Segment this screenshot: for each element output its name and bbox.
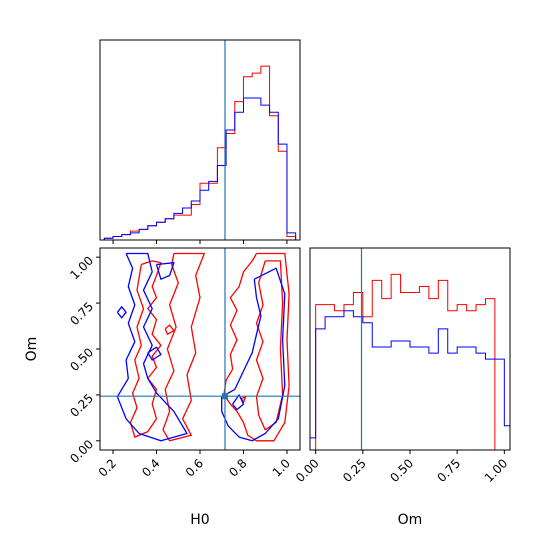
joint-ylabel: Om [24, 337, 40, 362]
om-xtick-label-3: 0.75 [434, 456, 463, 485]
joint-ytick-label-4: 1.00 [67, 253, 96, 282]
om-hist-series-0 [310, 273, 510, 451]
om-marginal-frame [309, 247, 511, 451]
joint-contour-s1-5 [232, 394, 245, 411]
joint-contour-s1-3 [147, 346, 162, 361]
joint-xtick-label-1: 0.4 [139, 456, 162, 479]
joint-ytick-label-1: 0.25 [67, 391, 96, 420]
h0-marginal-panel [99, 39, 301, 244]
joint-xtick-label-2: 0.6 [183, 456, 206, 479]
om-xlabel: Om [398, 512, 423, 528]
om-xtick-label-1: 0.25 [340, 456, 369, 485]
joint-contour-s1-2 [116, 306, 127, 319]
joint-contour-s1-1 [155, 262, 175, 280]
h0-om-joint-panel: 0.2 0.4 0.6 0.8 1.0 0.00 0.25 0.50 0.75 1.00 H0 Om [24, 247, 301, 528]
joint-contours [116, 252, 290, 442]
joint-contour-s1-0 [116, 252, 188, 442]
joint-contour-s0-0 [129, 260, 162, 438]
joint-ytick-label-2: 0.50 [67, 345, 96, 374]
joint-contour-s0-1 [162, 252, 205, 442]
joint-contour-s0-2 [223, 252, 290, 442]
om-hist-series-1 [309, 310, 511, 450]
om-xtick-label-2: 0.50 [387, 456, 416, 485]
joint-contour-s0-3 [255, 260, 284, 431]
joint-ytick-label-3: 0.75 [67, 299, 96, 328]
joint-xtick-label-3: 0.8 [226, 456, 249, 479]
joint-contour-s1-4 [221, 267, 286, 442]
joint-truth-marker [222, 393, 228, 400]
om-xtick-label-4: 1.00 [482, 456, 511, 485]
joint-xlabel: H0 [190, 512, 209, 528]
om-xtick-label-0: 0.00 [293, 456, 322, 485]
om-marginal-panel: 0.00 0.25 0.50 0.75 1.00 Om [293, 247, 511, 528]
h0-hist-series-0 [103, 65, 297, 240]
h0-hist-series-1 [103, 97, 297, 240]
joint-xtick-label-0: 0.2 [96, 456, 119, 479]
joint-contour-s0-4 [164, 324, 175, 335]
joint-xtick-label-4: 1.0 [270, 456, 293, 479]
joint-ytick-label-0: 0.00 [67, 437, 96, 466]
